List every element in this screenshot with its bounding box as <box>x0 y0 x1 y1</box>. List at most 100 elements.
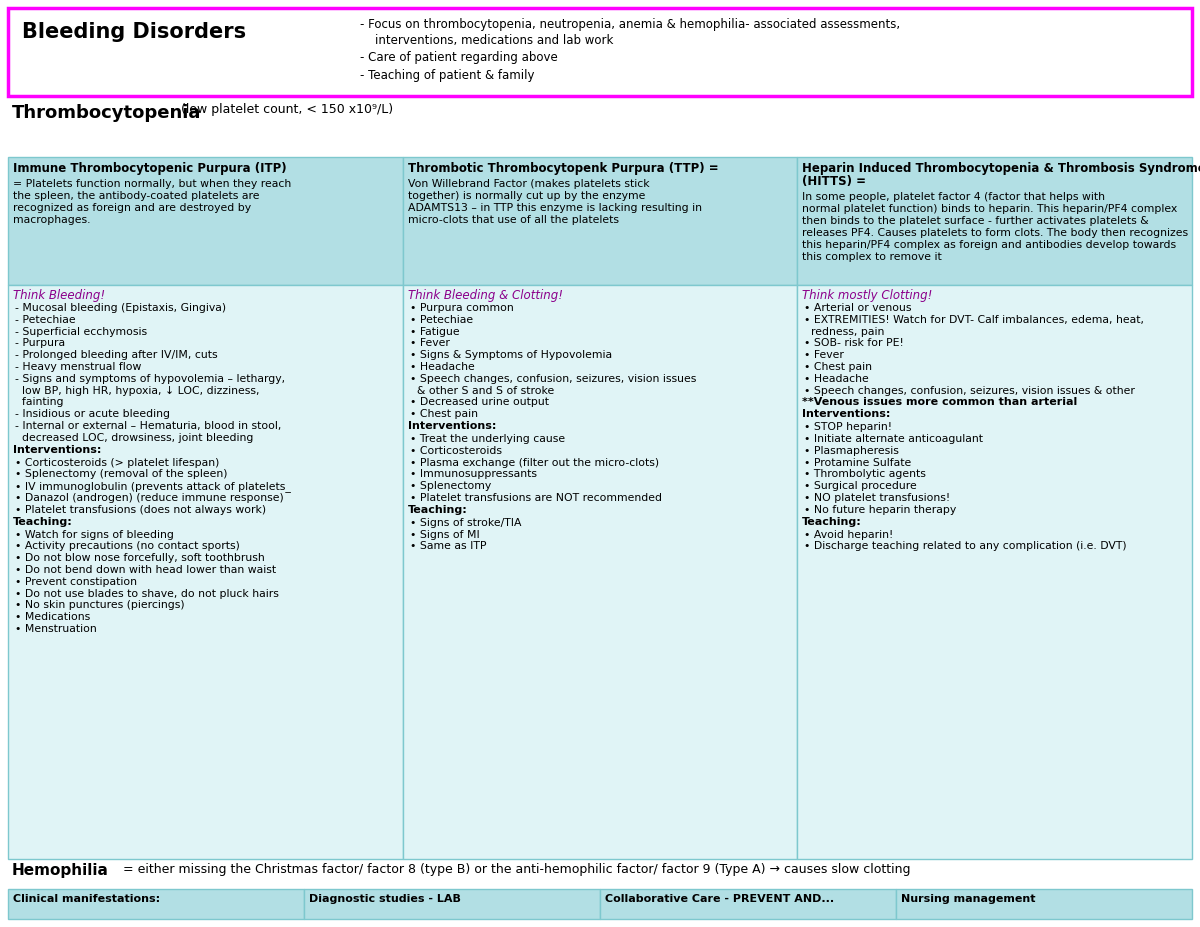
Text: • Do not blow nose forcefully, soft toothbrush: • Do not blow nose forcefully, soft toot… <box>14 553 265 564</box>
Text: Heparin Induced Thrombocytopenia & Thrombosis Syndrome: Heparin Induced Thrombocytopenia & Throm… <box>803 162 1200 175</box>
Text: macrophages.: macrophages. <box>13 215 90 225</box>
Bar <box>600 889 896 919</box>
Bar <box>403 285 797 859</box>
Text: Teaching:: Teaching: <box>408 505 468 514</box>
Text: Think mostly Clotting!: Think mostly Clotting! <box>803 289 932 302</box>
Text: redness, pain: redness, pain <box>804 326 884 337</box>
Text: - Focus on thrombocytopenia, neutropenia, anemia & hemophilia- associated assess: - Focus on thrombocytopenia, neutropenia… <box>360 18 900 31</box>
Text: & other S and S of stroke: & other S and S of stroke <box>409 386 554 396</box>
Text: Interventions:: Interventions: <box>408 421 496 431</box>
Text: • Speech changes, confusion, seizures, vision issues & other: • Speech changes, confusion, seizures, v… <box>804 386 1135 396</box>
Text: • Splenectomy (removal of the spleen): • Splenectomy (removal of the spleen) <box>14 469 228 479</box>
Text: • IV immunoglobulin (prevents attack of platelets_: • IV immunoglobulin (prevents attack of … <box>14 481 290 492</box>
Text: Nursing management: Nursing management <box>901 894 1036 904</box>
Text: • Initiate alternate anticoagulant: • Initiate alternate anticoagulant <box>804 434 983 444</box>
Text: • No skin punctures (piercings): • No skin punctures (piercings) <box>14 601 185 610</box>
Text: • Plasmapheresis: • Plasmapheresis <box>804 446 899 456</box>
Bar <box>797 285 1192 859</box>
Bar <box>304 889 600 919</box>
Text: - Prolonged bleeding after IV/IM, cuts: - Prolonged bleeding after IV/IM, cuts <box>14 350 217 361</box>
Text: Thrombotic Thrombocytopenk Purpura (TTP) =: Thrombotic Thrombocytopenk Purpura (TTP)… <box>408 162 719 175</box>
Text: • Headache: • Headache <box>409 362 474 372</box>
Text: • Danazol (androgen) (reduce immune response): • Danazol (androgen) (reduce immune resp… <box>14 493 283 503</box>
Text: Teaching:: Teaching: <box>803 516 862 527</box>
Text: Collaborative Care - PREVENT AND...: Collaborative Care - PREVENT AND... <box>605 894 834 904</box>
Text: • Purpura common: • Purpura common <box>409 303 514 313</box>
Text: • Protamine Sulfate: • Protamine Sulfate <box>804 458 912 467</box>
Text: **Venous issues more common than arterial: **Venous issues more common than arteria… <box>803 398 1078 407</box>
Text: • Activity precautions (no contact sports): • Activity precautions (no contact sport… <box>14 541 240 552</box>
Text: • EXTREMITIES! Watch for DVT- Calf imbalances, edema, heat,: • EXTREMITIES! Watch for DVT- Calf imbal… <box>804 315 1145 324</box>
Bar <box>8 285 403 859</box>
Text: = Platelets function normally, but when they reach: = Platelets function normally, but when … <box>13 179 292 189</box>
Text: interventions, medications and lab work: interventions, medications and lab work <box>360 33 613 46</box>
Text: • Discharge teaching related to any complication (i.e. DVT): • Discharge teaching related to any comp… <box>804 541 1127 552</box>
Text: - Purpura: - Purpura <box>14 338 65 349</box>
Text: - Petechiae: - Petechiae <box>14 315 76 324</box>
Text: • Do not use blades to shave, do not pluck hairs: • Do not use blades to shave, do not plu… <box>14 589 278 599</box>
Text: - Signs and symptoms of hypovolemia – lethargy,: - Signs and symptoms of hypovolemia – le… <box>14 374 286 384</box>
Bar <box>403 157 797 285</box>
Bar <box>8 8 1192 96</box>
Text: Von Willebrand Factor (makes platelets stick: Von Willebrand Factor (makes platelets s… <box>408 179 649 189</box>
Text: Think Bleeding & Clotting!: Think Bleeding & Clotting! <box>408 289 563 302</box>
Text: • Same as ITP: • Same as ITP <box>409 541 486 552</box>
Text: the spleen, the antibody-coated platelets are: the spleen, the antibody-coated platelet… <box>13 191 259 201</box>
Text: • Chest pain: • Chest pain <box>804 362 872 372</box>
Text: • Arterial or venous: • Arterial or venous <box>804 303 912 313</box>
Text: • STOP heparin!: • STOP heparin! <box>804 422 893 432</box>
Text: normal platelet function) binds to heparin. This heparin/PF4 complex: normal platelet function) binds to hepar… <box>803 204 1177 214</box>
Text: • Plasma exchange (filter out the micro-clots): • Plasma exchange (filter out the micro-… <box>409 458 659 467</box>
Text: Teaching:: Teaching: <box>13 516 73 527</box>
Text: • Fever: • Fever <box>804 350 845 361</box>
Text: - Insidious or acute bleeding: - Insidious or acute bleeding <box>14 409 170 419</box>
Text: low BP, high HR, hypoxia, ↓ LOC, dizziness,: low BP, high HR, hypoxia, ↓ LOC, dizzine… <box>14 386 259 396</box>
Text: • Prevent constipation: • Prevent constipation <box>14 577 137 587</box>
Text: • Headache: • Headache <box>804 374 869 384</box>
Text: • Splenectomy: • Splenectomy <box>409 481 491 491</box>
Text: • Avoid heparin!: • Avoid heparin! <box>804 529 894 540</box>
Text: together) is normally cut up by the enzyme: together) is normally cut up by the enzy… <box>408 191 646 201</box>
Text: - Care of patient regarding above: - Care of patient regarding above <box>360 51 558 64</box>
Text: releases PF4. Causes platelets to form clots. The body then recognizes: releases PF4. Causes platelets to form c… <box>803 228 1188 238</box>
Text: • Watch for signs of bleeding: • Watch for signs of bleeding <box>14 529 174 540</box>
Text: • Speech changes, confusion, seizures, vision issues: • Speech changes, confusion, seizures, v… <box>409 374 696 384</box>
Text: • Platelet transfusions are NOT recommended: • Platelet transfusions are NOT recommen… <box>409 493 661 503</box>
Text: • Signs of stroke/TIA: • Signs of stroke/TIA <box>409 518 521 527</box>
Text: • Thrombolytic agents: • Thrombolytic agents <box>804 469 926 479</box>
Bar <box>8 889 304 919</box>
Text: • Corticosteroids (> platelet lifespan): • Corticosteroids (> platelet lifespan) <box>14 458 220 467</box>
Text: • Decreased urine output: • Decreased urine output <box>409 398 548 407</box>
Text: - Superficial ecchymosis: - Superficial ecchymosis <box>14 326 148 337</box>
Text: • No future heparin therapy: • No future heparin therapy <box>804 505 956 514</box>
Bar <box>896 889 1192 919</box>
Text: - Mucosal bleeding (Epistaxis, Gingiva): - Mucosal bleeding (Epistaxis, Gingiva) <box>14 303 226 313</box>
Text: • Signs & Symptoms of Hypovolemia: • Signs & Symptoms of Hypovolemia <box>409 350 612 361</box>
Text: decreased LOC, drowsiness, joint bleeding: decreased LOC, drowsiness, joint bleedin… <box>14 433 253 443</box>
Text: this heparin/PF4 complex as foreign and antibodies develop towards: this heparin/PF4 complex as foreign and … <box>803 240 1176 250</box>
Text: • NO platelet transfusions!: • NO platelet transfusions! <box>804 493 950 503</box>
Text: • Signs of MI: • Signs of MI <box>409 529 480 540</box>
Text: this complex to remove it: this complex to remove it <box>803 252 942 262</box>
Text: - Teaching of patient & family: - Teaching of patient & family <box>360 69 534 82</box>
Text: Think Bleeding!: Think Bleeding! <box>13 289 106 302</box>
Text: (low platelet count, < 150 x10⁹/L): (low platelet count, < 150 x10⁹/L) <box>178 103 394 116</box>
Text: Interventions:: Interventions: <box>803 409 890 419</box>
Text: • Petechiae: • Petechiae <box>409 315 473 324</box>
Text: Thrombocytopenia: Thrombocytopenia <box>12 104 202 122</box>
Text: Diagnostic studies - LAB: Diagnostic studies - LAB <box>310 894 461 904</box>
Text: • Chest pain: • Chest pain <box>409 409 478 419</box>
Text: Bleeding Disorders: Bleeding Disorders <box>22 22 246 42</box>
Text: • Medications: • Medications <box>14 612 90 622</box>
Text: In some people, platelet factor 4 (factor that helps with: In some people, platelet factor 4 (facto… <box>803 192 1105 202</box>
Text: • Platelet transfusions (does not always work): • Platelet transfusions (does not always… <box>14 505 266 514</box>
Text: • Surgical procedure: • Surgical procedure <box>804 481 917 491</box>
Text: • SOB- risk for PE!: • SOB- risk for PE! <box>804 338 904 349</box>
Text: (HITTS) =: (HITTS) = <box>803 175 866 188</box>
Text: • Treat the underlying cause: • Treat the underlying cause <box>409 434 565 444</box>
Bar <box>8 157 403 285</box>
Text: • Fatigue: • Fatigue <box>409 326 460 337</box>
Text: ADAMTS13 – in TTP this enzyme is lacking resulting in: ADAMTS13 – in TTP this enzyme is lacking… <box>408 203 702 213</box>
Bar <box>797 157 1192 285</box>
Text: - Internal or external – Hematuria, blood in stool,: - Internal or external – Hematuria, bloo… <box>14 421 281 431</box>
